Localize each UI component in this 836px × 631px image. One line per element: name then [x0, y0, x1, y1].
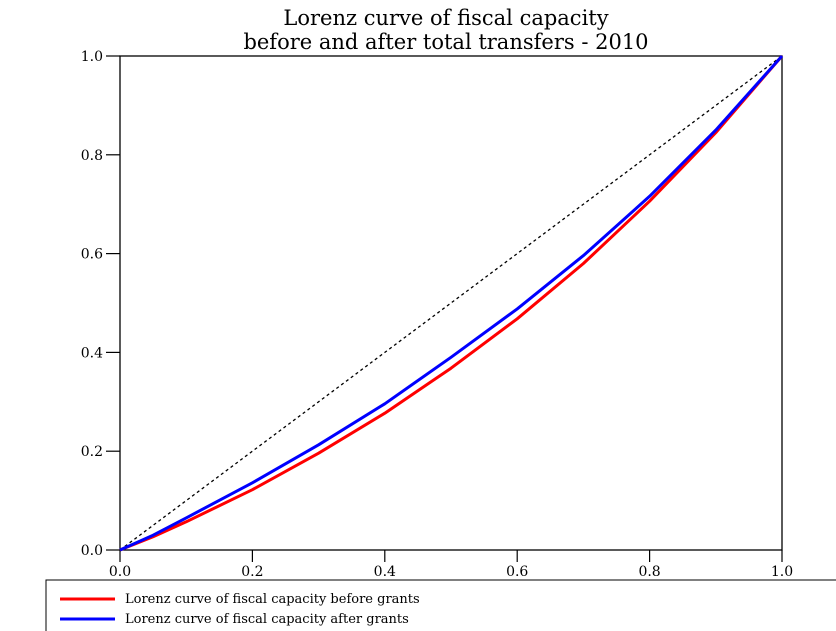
series-line-after-grants: [119, 55, 784, 552]
equality-line: [119, 55, 783, 551]
legend-box: [45, 579, 836, 631]
x-tick-label: 0.8: [638, 564, 660, 580]
y-axis: 0.0 0.2 0.4 0.6 0.8 1.0: [81, 49, 120, 559]
x-tick-label: 1.0: [771, 564, 793, 580]
chart-subtitle: before and after total transfers - 2010: [243, 30, 648, 54]
y-tick-label: 0.4: [81, 345, 103, 361]
legend-label-before: Lorenz curve of fiscal capacity before g…: [125, 592, 420, 607]
x-tick-label: 0.2: [241, 564, 263, 580]
y-tick-label: 1.0: [81, 49, 103, 65]
plot-lines: [119, 55, 784, 552]
y-tick-label: 0.6: [81, 247, 103, 263]
y-tick-label: 0.8: [81, 148, 103, 164]
y-tick-label: 0.2: [81, 444, 103, 460]
chart-title: Lorenz curve of fiscal capacity: [283, 6, 608, 30]
x-tick-label: 0.4: [374, 564, 396, 580]
series-line-before-grants: [119, 55, 784, 552]
x-axis: 0.0 0.2 0.4 0.6 0.8 1.0: [109, 550, 793, 580]
y-tick-label: 0.0: [81, 543, 103, 559]
x-tick-label: 0.0: [109, 564, 131, 580]
plot-frame: [119, 55, 783, 551]
x-tick-label: 0.6: [506, 564, 528, 580]
legend-label-after: Lorenz curve of fiscal capacity after gr…: [125, 612, 409, 627]
